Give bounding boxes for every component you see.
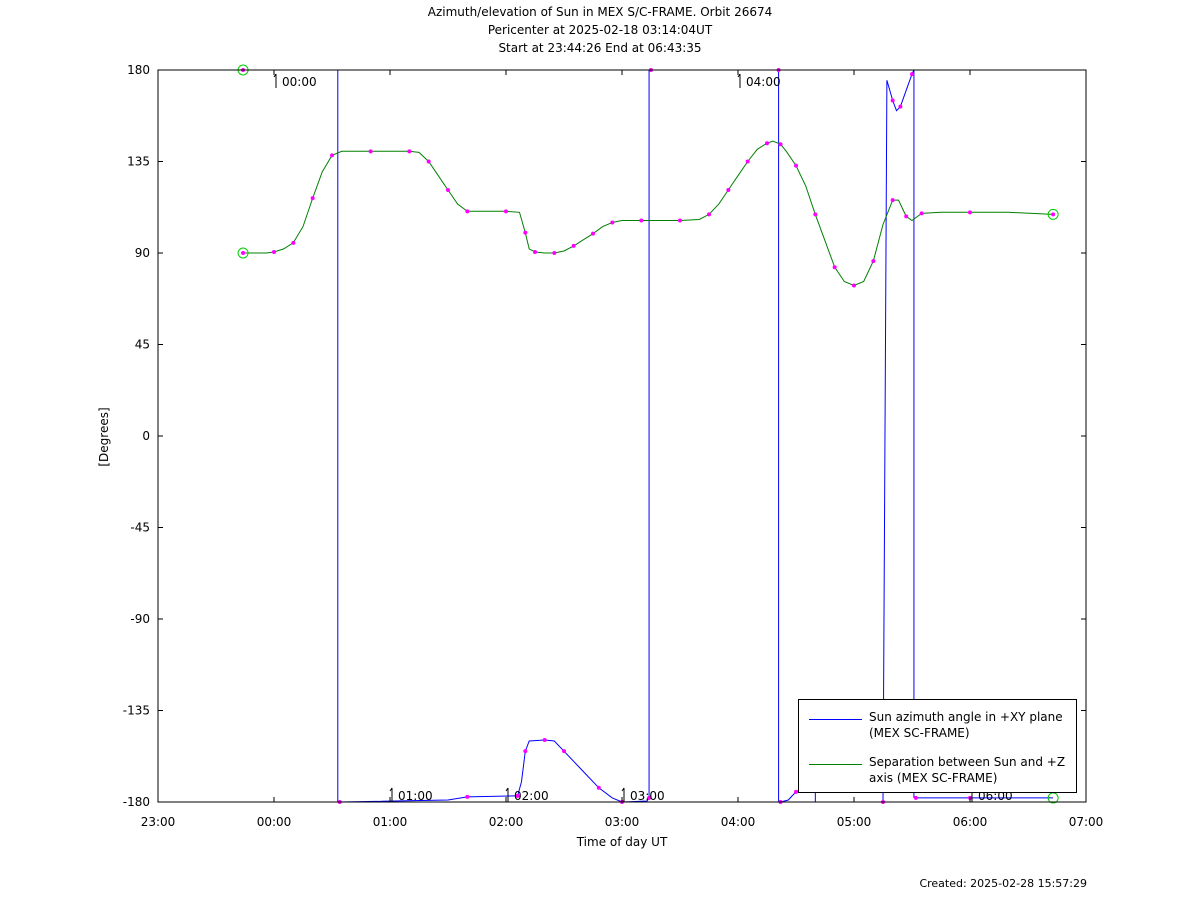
separation-marker — [241, 251, 246, 255]
azimuth-marker — [890, 98, 895, 103]
separation-marker — [523, 230, 528, 235]
azimuth-marker — [523, 749, 528, 754]
separation-marker — [610, 220, 615, 225]
hour-mark-label: 04:00 — [746, 75, 781, 89]
start-end-subtitle: Start at 23:44:26 End at 06:43:35 — [498, 41, 702, 55]
separation-marker — [726, 187, 731, 192]
separation-marker — [407, 149, 412, 154]
legend-label-separation: Separation between Sun and +Z axis (MEX … — [869, 755, 1066, 785]
separation-marker — [813, 212, 818, 217]
separation-line — [243, 140, 1054, 287]
legend: Sun azimuth angle in +XY plane (MEX SC-F… — [798, 699, 1077, 793]
hour-mark-arrow — [737, 73, 741, 78]
x-tick-label: 03:00 — [605, 815, 640, 829]
separation-marker — [446, 187, 450, 192]
separation-marker — [871, 259, 876, 264]
separation-marker — [571, 243, 576, 248]
separation-marker — [765, 141, 769, 146]
y-tick-label: -90 — [130, 612, 150, 626]
y-tick-label: -45 — [130, 521, 150, 535]
separation-marker — [426, 159, 431, 164]
azimuth-marker — [465, 794, 470, 799]
legend-swatch-separation — [809, 764, 862, 765]
x-tick-label: 06:00 — [953, 815, 988, 829]
hour-mark-arrow — [273, 73, 277, 78]
hour-mark-label: 01:00 — [398, 789, 433, 803]
separation-marker — [832, 265, 837, 270]
azimuth-marker — [647, 795, 652, 800]
azimuth-marker — [794, 789, 798, 794]
separation-marker — [310, 196, 315, 201]
legend-item-separation: Separation between Sun and +Z axis (MEX … — [809, 752, 1069, 790]
separation-marker — [707, 212, 711, 217]
hour-mark-label: 00:00 — [282, 75, 317, 89]
separation-marker — [533, 249, 537, 254]
plot-frame — [157, 69, 1087, 803]
tick-layer: 23:00 00:00 01:00 02:00 03:00 04:00 05:00 06:00… — [123, 63, 1104, 829]
x-tick-label: 23:00 — [141, 815, 176, 829]
x-tick-label: 01:00 — [373, 815, 408, 829]
separation-marker — [794, 163, 798, 168]
azimuth-marker — [898, 104, 903, 109]
separation-marker — [291, 240, 296, 245]
separation-marker — [852, 283, 856, 288]
x-tick-label: 00:00 — [257, 815, 292, 829]
separation-marker — [272, 249, 276, 254]
separation-marker — [368, 149, 373, 154]
separation-marker — [1051, 212, 1056, 217]
separation-marker — [890, 198, 895, 203]
separation-marker — [904, 214, 909, 219]
separation-marker — [639, 218, 644, 223]
azimuth-marker — [910, 72, 914, 77]
marker-layer — [237, 64, 1059, 804]
endpoint-circle — [237, 247, 249, 259]
separation-marker — [778, 142, 783, 147]
y-tick-label: 45 — [135, 338, 150, 352]
y-tick-label: 90 — [135, 246, 150, 260]
hour-mark-label: 02:00 — [514, 789, 549, 803]
endpoint-circle — [1047, 208, 1059, 220]
pericenter-subtitle: Pericenter at 2025-02-18 03:14:04UT — [487, 23, 713, 37]
x-tick-label: 02:00 — [489, 815, 524, 829]
separation-marker — [552, 251, 557, 255]
separation-marker — [745, 159, 750, 164]
hour-mark-label: 03:00 — [630, 789, 665, 803]
azimuth-line-segment — [339, 739, 650, 803]
separation-marker — [504, 209, 508, 214]
legend-swatch-azimuth — [809, 719, 862, 720]
azimuth-line-segment — [882, 69, 915, 803]
y-tick-label: 135 — [127, 155, 150, 169]
separation-marker — [591, 231, 595, 236]
x-tick-label: 05:00 — [837, 815, 872, 829]
series-layer — [243, 69, 1054, 803]
x-tick-label: 07:00 — [1069, 815, 1104, 829]
x-axis-label: Time of day UT — [576, 835, 668, 849]
y-tick-label: 180 — [127, 63, 150, 77]
separation-marker — [465, 209, 470, 214]
azimuth-marker — [913, 795, 918, 800]
separation-marker — [968, 210, 972, 215]
created-timestamp: Created: 2025-02-28 15:57:29 — [919, 877, 1087, 890]
separation-marker — [330, 153, 334, 158]
legend-label-azimuth: Sun azimuth angle in +XY plane (MEX SC-F… — [869, 710, 1063, 740]
azimuth-marker — [515, 793, 520, 798]
separation-marker — [919, 211, 924, 216]
y-tick-label: -180 — [123, 795, 150, 809]
hour-mark-arrow — [505, 787, 509, 792]
azimuth-marker — [596, 785, 601, 790]
y-tick-label: 0 — [142, 429, 150, 443]
chart-title: Azimuth/elevation of Sun in MEX S/C-FRAM… — [427, 5, 773, 19]
separation-marker — [678, 218, 682, 223]
y-tick-label: -135 — [123, 704, 150, 718]
legend-item-azimuth: Sun azimuth angle in +XY plane (MEX SC-F… — [809, 707, 1069, 745]
x-tick-label: 04:00 — [721, 815, 756, 829]
azimuth-marker — [542, 737, 547, 742]
y-axis-label: [Degrees] — [97, 407, 111, 467]
hour-mark-arrow — [389, 787, 393, 792]
hour-mark-arrow — [621, 787, 625, 792]
azimuth-marker — [562, 749, 566, 754]
